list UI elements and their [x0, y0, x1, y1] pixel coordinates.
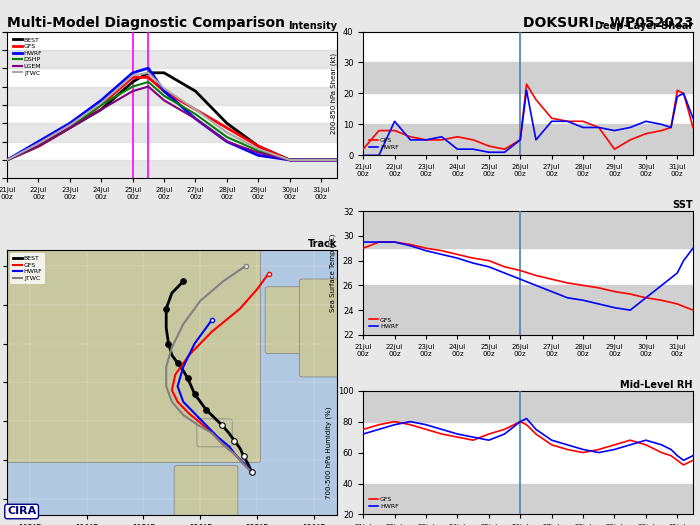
Text: Mid-Level RH: Mid-Level RH — [620, 380, 693, 390]
Bar — [363, 391, 693, 422]
FancyBboxPatch shape — [300, 279, 340, 377]
Bar — [363, 484, 693, 514]
Text: Deep-Layer Shear: Deep-Layer Shear — [595, 20, 693, 31]
Legend: GFS, HWRF: GFS, HWRF — [366, 315, 401, 332]
Legend: GFS, HWRF: GFS, HWRF — [366, 495, 401, 511]
Bar — [7, 123, 337, 142]
FancyBboxPatch shape — [197, 419, 232, 447]
Y-axis label: 200-850 hPa Shear (kt): 200-850 hPa Shear (kt) — [331, 53, 337, 134]
FancyBboxPatch shape — [174, 466, 238, 517]
Text: DOKSURI - WP052023: DOKSURI - WP052023 — [523, 16, 693, 30]
Text: Track: Track — [307, 239, 337, 249]
Y-axis label: Sea Surface Temp (°C): Sea Surface Temp (°C) — [330, 234, 337, 312]
Bar — [363, 211, 693, 248]
Bar — [363, 124, 693, 155]
Text: Multi-Model Diagnostic Comparison: Multi-Model Diagnostic Comparison — [7, 16, 285, 30]
Bar — [363, 286, 693, 335]
Legend: BEST, GFS, HWRF, JTWC: BEST, GFS, HWRF, JTWC — [10, 254, 45, 284]
Text: CIRA: CIRA — [7, 507, 36, 517]
Legend: BEST, GFS, HWRF, DSHP, LGEM, JTWC: BEST, GFS, HWRF, DSHP, LGEM, JTWC — [10, 35, 45, 78]
Text: Intensity: Intensity — [288, 20, 337, 31]
FancyBboxPatch shape — [4, 248, 260, 463]
Bar — [363, 62, 693, 93]
Bar — [7, 50, 337, 68]
Y-axis label: 700-500 hPa Humidity (%): 700-500 hPa Humidity (%) — [326, 406, 332, 499]
Bar — [7, 87, 337, 105]
FancyBboxPatch shape — [265, 287, 318, 354]
Text: SST: SST — [673, 201, 693, 211]
Bar — [7, 160, 337, 179]
Legend: GFS, HWRF: GFS, HWRF — [366, 135, 401, 152]
